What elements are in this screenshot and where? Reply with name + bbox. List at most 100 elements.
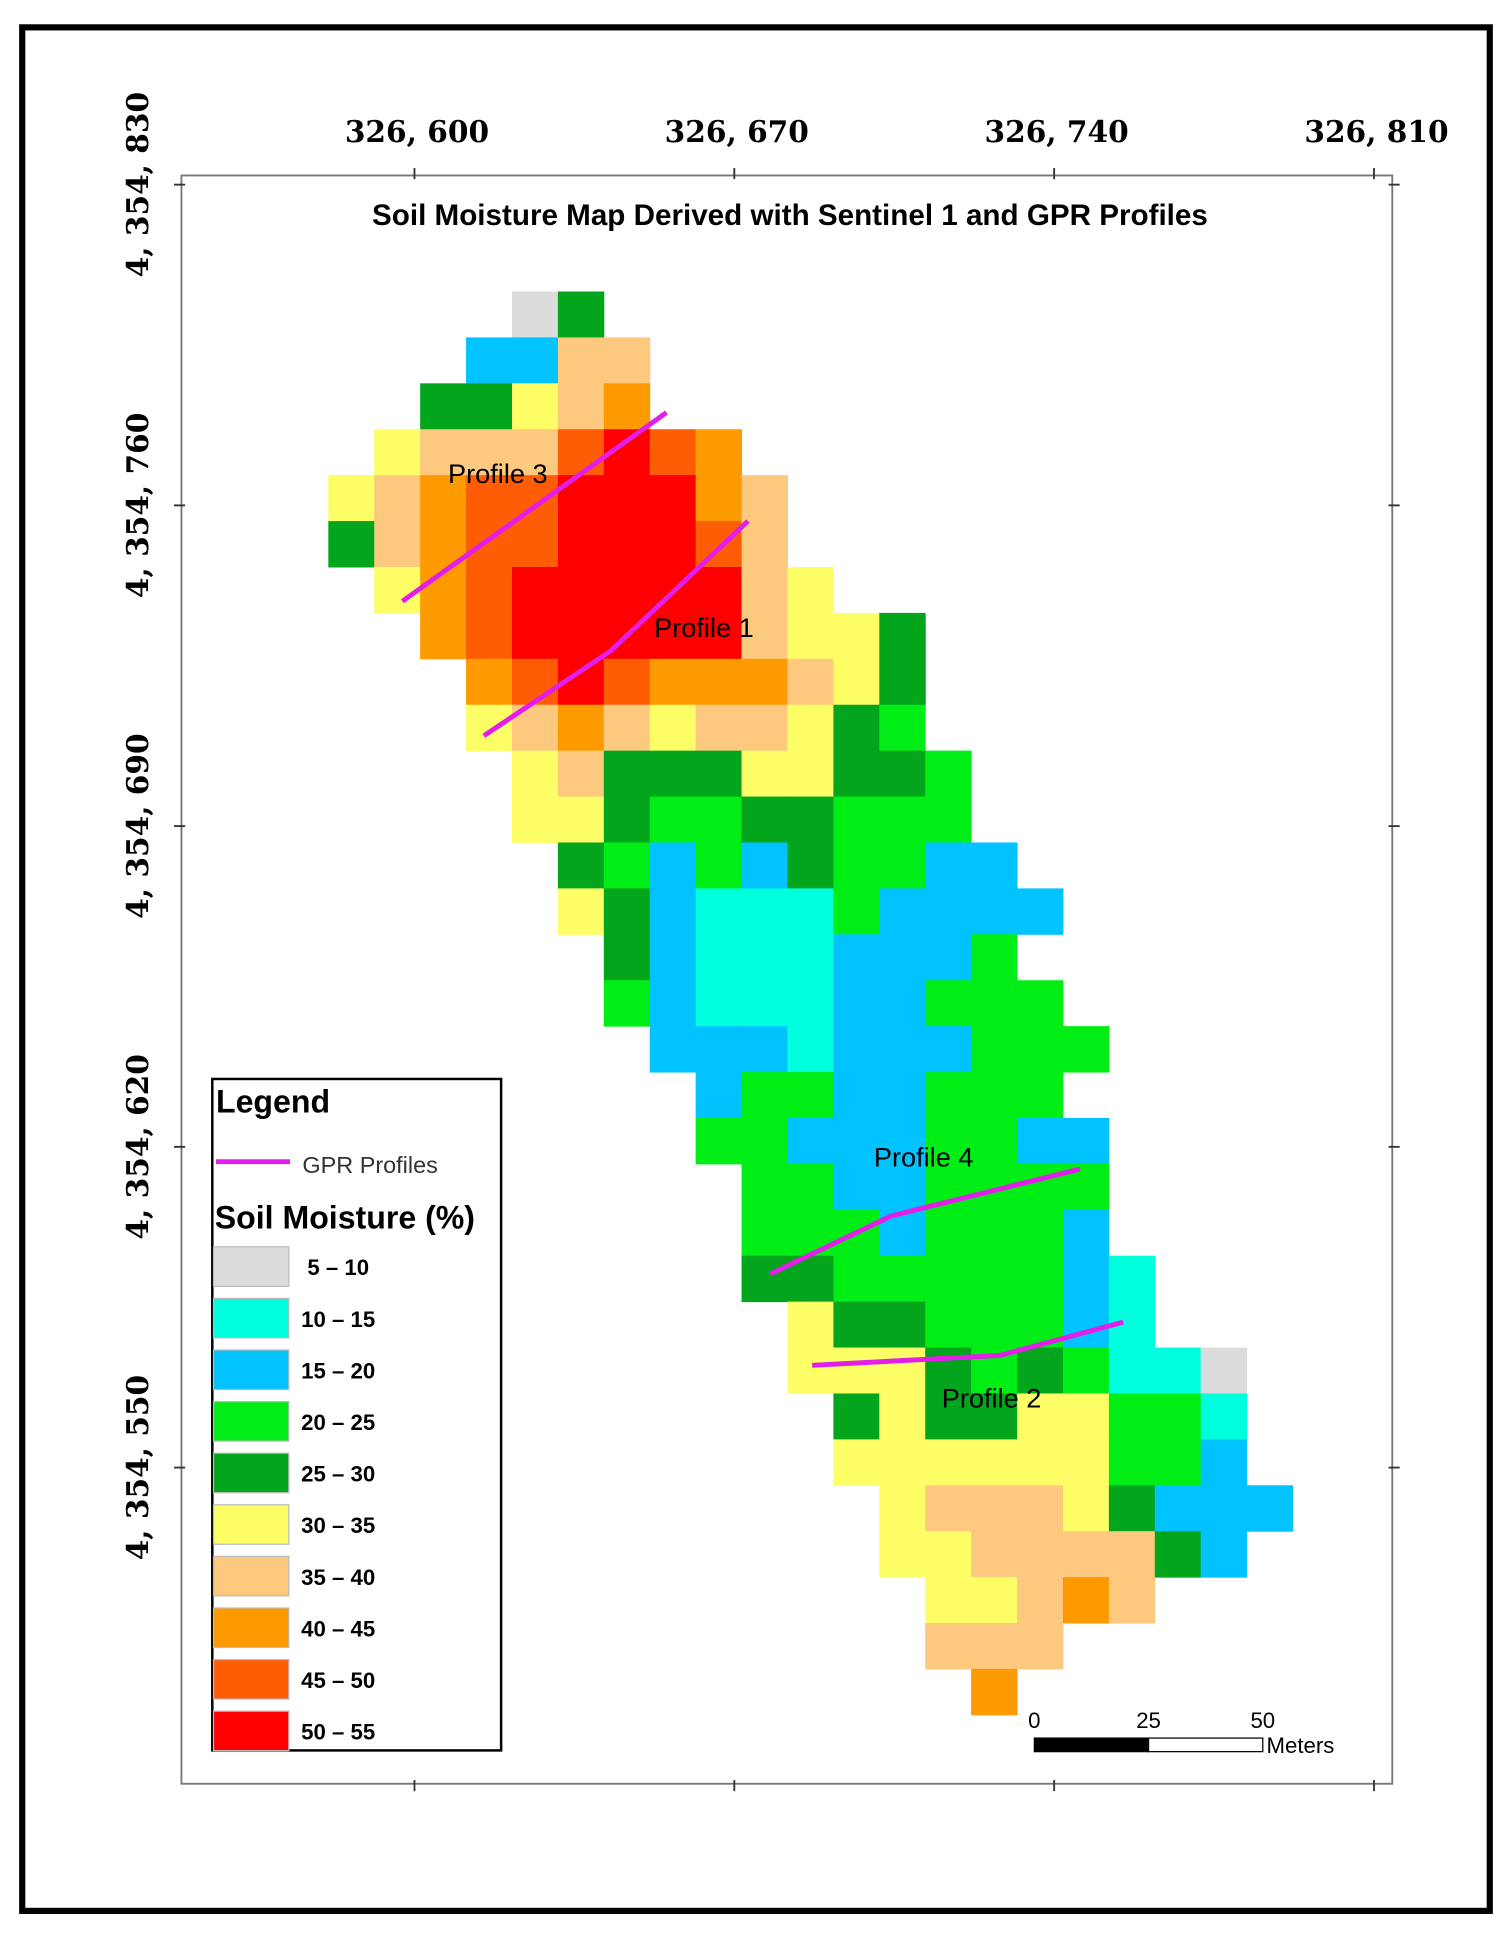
- raster-cell: [741, 475, 788, 522]
- raster-cell: [787, 1117, 834, 1165]
- legend-swatch: [212, 1504, 290, 1545]
- raster-cell: [603, 796, 651, 843]
- raster-cell: [1200, 1347, 1248, 1394]
- raster-cell: [741, 796, 788, 843]
- raster-cell: [833, 658, 880, 706]
- raster-cell: [1062, 1577, 1110, 1624]
- raster-cell: [787, 888, 834, 935]
- raster-cell: [649, 521, 697, 568]
- raster-cell: [1017, 1163, 1064, 1211]
- raster-cell: [879, 1072, 926, 1119]
- raster-cell: [603, 750, 651, 798]
- raster-cell: [787, 704, 834, 752]
- raster-cell: [1108, 1577, 1156, 1624]
- raster-cell: [511, 566, 559, 614]
- raster-cell: [925, 934, 972, 981]
- raster-cell: [1017, 1623, 1064, 1670]
- raster-cell: [1062, 1255, 1110, 1303]
- x-tick-label: 326, 670: [665, 114, 809, 149]
- raster-cell: [1017, 980, 1064, 1027]
- legend-swatch: [212, 1555, 290, 1597]
- raster-cell: [695, 658, 743, 706]
- raster-cell: [511, 750, 559, 798]
- raster-cell: [1200, 1439, 1248, 1486]
- raster-cell: [603, 521, 651, 568]
- raster-cell: [787, 658, 834, 706]
- raster-cell: [925, 1255, 972, 1303]
- raster-cell: [649, 842, 697, 889]
- raster-cell: [1017, 1026, 1064, 1073]
- raster-cell: [1062, 1485, 1110, 1532]
- x-tick-label: 326, 600: [345, 114, 489, 149]
- raster-cell: [695, 566, 743, 614]
- x-tick-label: 326, 810: [1304, 114, 1448, 149]
- raster-cell: [466, 475, 513, 522]
- raster-cell: [787, 612, 834, 660]
- raster-cell: [971, 842, 1018, 889]
- raster-cell: [511, 521, 559, 568]
- raster-cell: [1200, 1485, 1248, 1532]
- gpr-profile: [482, 519, 750, 738]
- raster-cell: [695, 475, 743, 522]
- y-tick-label: 4, 354, 620: [120, 1054, 155, 1239]
- y-tick-label: 4, 354, 760: [120, 413, 155, 598]
- raster-cell: [925, 1439, 972, 1486]
- raster-cell: [971, 1026, 1018, 1073]
- axes: 326, 600 326, 670 326, 740 326, 810 4, 354, …: [120, 92, 1449, 1792]
- legend-class-label: 20 – 25: [301, 1410, 375, 1435]
- raster-cell: [1062, 1531, 1110, 1578]
- legend-line-label: GPR Profiles: [302, 1152, 437, 1178]
- raster-cell: [833, 1393, 880, 1440]
- profiles: Profile 1 Profile 2 Profile 3 Profile 4: [400, 410, 1124, 1413]
- raster-cell: [511, 429, 559, 476]
- raster-cell: [1017, 1531, 1064, 1578]
- raster-cell: [1017, 1209, 1064, 1257]
- legend-swatch: [212, 1246, 290, 1287]
- raster-cell: [420, 429, 467, 476]
- raster-cell: [466, 704, 513, 752]
- raster-cell: [971, 980, 1018, 1027]
- scale-tick-label: 50: [1250, 1708, 1275, 1733]
- raster-cell: [971, 1623, 1018, 1670]
- raster-cell: [925, 1209, 972, 1257]
- raster-cell: [741, 612, 788, 660]
- map-title: Soil Moisture Map Derived with Sentinel …: [372, 199, 1208, 232]
- raster-cell: [925, 1531, 972, 1578]
- raster-cell: [1200, 1393, 1248, 1440]
- raster-cell: [925, 1026, 972, 1073]
- raster-cell: [420, 383, 467, 430]
- raster-cell: [971, 1393, 1018, 1440]
- legend: Legend GPR Profiles Soil Moisture (%) 5 …: [211, 1077, 503, 1752]
- raster-cell: [557, 612, 605, 660]
- raster-cell: [1154, 1393, 1202, 1440]
- raster-cell: [557, 383, 605, 430]
- raster-cell: [1017, 888, 1064, 935]
- raster-cell: [741, 842, 788, 889]
- raster-cell: [925, 796, 972, 843]
- raster-cell: [787, 980, 834, 1027]
- legend-class-label: 40 – 45: [301, 1616, 375, 1641]
- raster-cell: [603, 888, 651, 935]
- raster-cell: [925, 1393, 972, 1440]
- raster-cell: [833, 612, 880, 660]
- raster-cell: [741, 1209, 788, 1257]
- scale-tick-label: 0: [1028, 1708, 1040, 1733]
- raster-cell: [466, 383, 513, 430]
- raster-cell: [1062, 1439, 1110, 1486]
- raster-cell: [649, 796, 697, 843]
- gpr-profile: [812, 1319, 1124, 1368]
- raster-cell: [971, 1485, 1018, 1532]
- legend-class-label: 5 – 10: [307, 1255, 369, 1280]
- legend-swatch: [212, 1349, 290, 1391]
- raster-cell: [833, 1255, 880, 1303]
- raster-cell: [741, 934, 788, 981]
- raster-cell: [741, 521, 788, 568]
- raster-cell: [695, 1072, 743, 1119]
- raster-cell: [971, 888, 1018, 935]
- raster-cell: [603, 658, 651, 706]
- legend-swatch: [212, 1297, 290, 1339]
- raster-cell: [741, 888, 788, 935]
- raster-cell: [328, 475, 375, 522]
- raster-cell: [741, 1072, 788, 1119]
- raster-cell: [1017, 1577, 1064, 1624]
